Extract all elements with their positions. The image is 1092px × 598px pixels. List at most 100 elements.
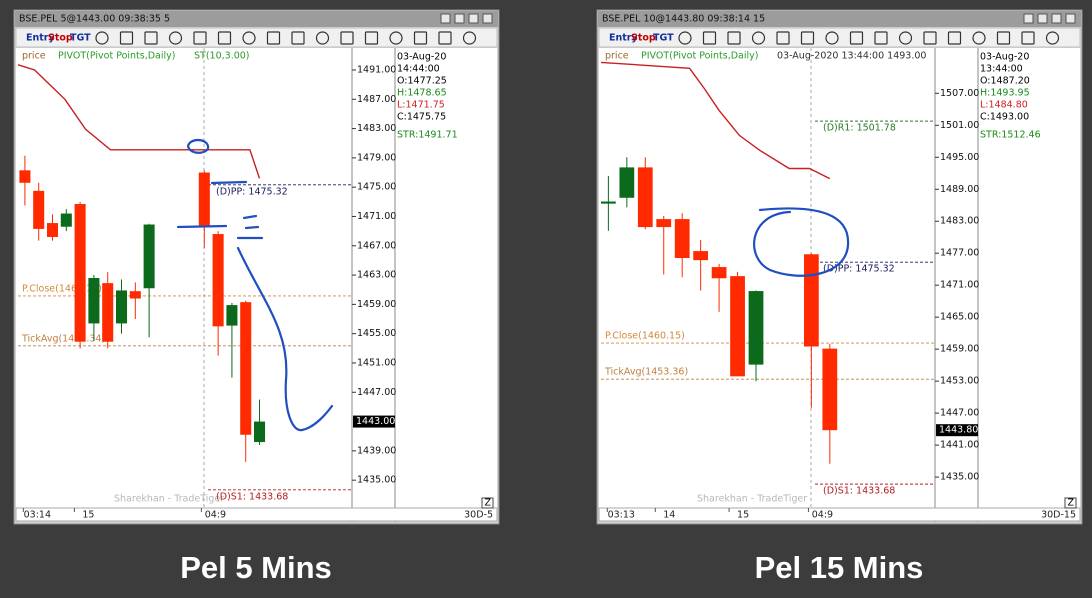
toolbar-icon[interactable]	[923, 31, 937, 45]
toolbar-icon[interactable]	[217, 31, 232, 45]
candle-body	[226, 305, 238, 326]
candle-body	[240, 302, 252, 435]
toolbar-button[interactable]: TGT	[653, 33, 674, 44]
info-line: 03-Aug-20	[397, 52, 446, 63]
y-tick-label: 1453.00	[940, 376, 979, 387]
annotation-line	[176, 224, 228, 229]
window-button[interactable]	[1037, 13, 1048, 24]
toolbar-icon[interactable]	[702, 31, 717, 45]
window-button[interactable]	[468, 13, 479, 24]
toolbar-button[interactable]: Stop	[631, 33, 656, 44]
toolbar-icon[interactable]	[678, 31, 692, 45]
info-line: 13:44:00	[980, 64, 1023, 75]
toolbar-icon[interactable]	[315, 31, 330, 45]
chart-window: BSE.PEL 10@1443.80 09:38:14 15EntryStopT…	[596, 9, 1083, 585]
legend-item: 03-Aug-2020 13:44:00 1493.00	[777, 51, 926, 62]
info-line: C:1493.00	[980, 112, 1029, 123]
toolbar-icon[interactable]	[119, 31, 134, 45]
zoom-button[interactable]	[1064, 497, 1077, 509]
toolbar-icon[interactable]	[996, 31, 1011, 45]
window-button[interactable]	[440, 13, 451, 24]
time-axis	[598, 507, 1081, 522]
caption: Pel 15 Mins	[755, 550, 924, 585]
last-price-label: 1443.00	[356, 416, 395, 427]
toolbar	[15, 27, 498, 48]
window-button[interactable]	[482, 13, 493, 24]
zoom-button[interactable]	[481, 497, 494, 509]
toolbar-icon[interactable]	[413, 31, 428, 45]
toolbar-icon[interactable]	[1045, 31, 1060, 45]
y-tick-label: 1447.00	[940, 408, 979, 419]
window-button[interactable]	[1023, 13, 1034, 24]
window-title: BSE.PEL 10@1443.80 09:38:14 15	[602, 14, 765, 25]
toolbar	[598, 27, 1081, 48]
y-tick-label: 1465.00	[940, 312, 979, 323]
toolbar-icon[interactable]	[825, 31, 839, 45]
info-line: H:1478.65	[397, 88, 447, 99]
toolbar-icon[interactable]	[193, 31, 207, 45]
toolbar-icon[interactable]	[462, 31, 477, 45]
toolbar-icon[interactable]	[947, 31, 962, 45]
candle-body	[711, 267, 727, 279]
level-label: (D)S1: 1433.68	[823, 486, 895, 497]
y-tick-label: 1435.00	[940, 472, 979, 483]
title-bar	[15, 11, 498, 27]
toolbar-button[interactable]: Stop	[48, 33, 73, 44]
y-tick-label: 1475.00	[357, 182, 396, 193]
toolbar-icon[interactable]	[727, 31, 741, 45]
toolbar-icon[interactable]	[291, 31, 305, 45]
toolbar-icon[interactable]	[242, 31, 256, 45]
candle-body	[619, 167, 635, 198]
time-axis	[15, 507, 498, 522]
window-button[interactable]	[454, 13, 465, 24]
y-tick-label: 1487.00	[357, 94, 396, 105]
info-line: C:1475.75	[397, 112, 446, 123]
candle-body	[748, 291, 764, 365]
annotation-ellipse	[753, 207, 850, 277]
level-label: (D)S1: 1433.68	[216, 491, 288, 502]
toolbar-button[interactable]: TGT	[70, 33, 91, 44]
candle-body	[254, 421, 266, 443]
toolbar-icon[interactable]	[776, 31, 790, 45]
supertrend-line	[17, 64, 261, 179]
candle-body	[88, 278, 100, 324]
info-line: O:1477.25	[397, 76, 447, 87]
y-tick-label: 1455.00	[357, 328, 396, 339]
toolbar-icon[interactable]	[144, 31, 158, 45]
info-line: O:1487.20	[980, 76, 1030, 87]
candle-body	[212, 234, 224, 327]
candle-body	[46, 223, 59, 237]
toolbar-icon[interactable]	[95, 31, 109, 45]
candle-body	[102, 283, 114, 342]
toolbar-icon[interactable]	[389, 31, 403, 45]
x-tick-label: 04:9	[812, 510, 833, 521]
level-label: TickAvg(1453.34)	[21, 333, 105, 344]
legend-item: price	[605, 51, 629, 62]
level-label: (D)PP: 1475.32	[216, 186, 288, 197]
toolbar-button[interactable]: Entry	[26, 33, 55, 44]
toolbar-icon[interactable]	[972, 31, 986, 45]
toolbar-icon[interactable]	[340, 31, 354, 45]
y-tick-label: 1483.00	[357, 123, 396, 134]
toolbar-icon[interactable]	[898, 31, 913, 45]
level-label: TickAvg(1453.36)	[604, 367, 688, 378]
supertrend-line	[600, 61, 831, 180]
toolbar-icon[interactable]	[1021, 31, 1035, 45]
toolbar-icon[interactable]	[364, 31, 379, 45]
info-line: STR:1512.46	[980, 130, 1041, 141]
toolbar-icon[interactable]	[438, 31, 452, 45]
window-button[interactable]	[1065, 13, 1076, 24]
toolbar-icon[interactable]	[266, 31, 281, 45]
toolbar-icon[interactable]	[168, 31, 183, 45]
y-tick-label: 1489.00	[940, 184, 979, 195]
toolbar-icon[interactable]	[751, 31, 766, 45]
toolbar-button[interactable]: Entry	[609, 33, 638, 44]
last-price-label: 1443.80	[939, 425, 978, 436]
window-button[interactable]	[1051, 13, 1062, 24]
legend-item: PIVOT(Pivot Points,Daily)	[58, 51, 176, 62]
toolbar-icon[interactable]	[874, 31, 888, 45]
toolbar-icon[interactable]	[849, 31, 864, 45]
toolbar-icon[interactable]	[800, 31, 815, 45]
info-line: STR:1491.71	[397, 130, 458, 141]
y-tick-label: 1471.00	[940, 280, 979, 291]
